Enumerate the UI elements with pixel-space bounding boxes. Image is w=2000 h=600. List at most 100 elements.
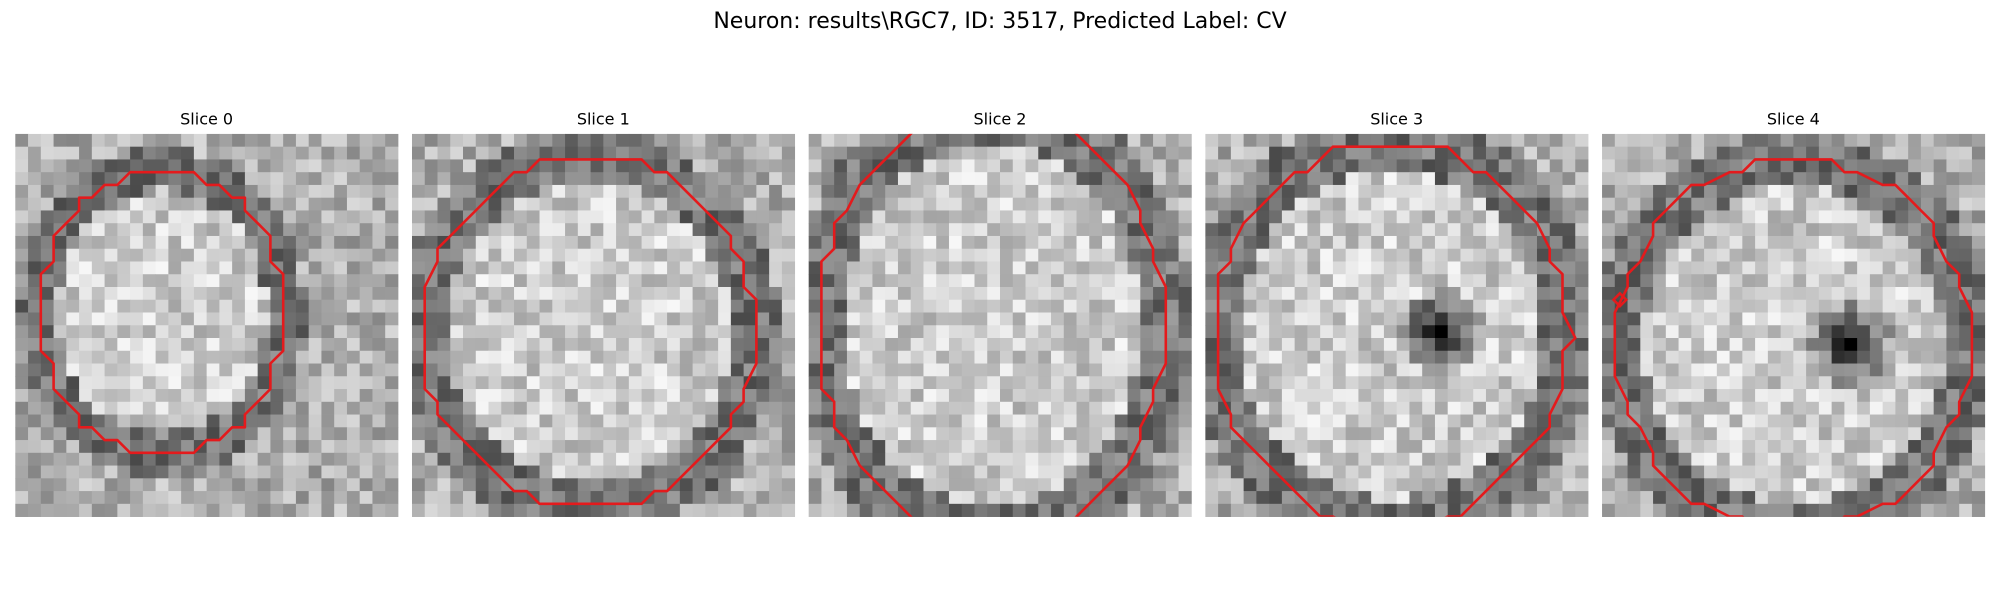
pixel (987, 452, 1001, 466)
pixel (1653, 299, 1667, 313)
pixel (1063, 172, 1077, 186)
pixel (514, 376, 528, 390)
pixel (987, 146, 1001, 160)
pixel (450, 350, 464, 364)
pixel (781, 350, 796, 364)
pixel (1409, 338, 1423, 352)
pixel (961, 197, 975, 211)
pixel (654, 223, 668, 237)
pixel (679, 172, 694, 186)
pixel (1575, 427, 1589, 441)
pixel (257, 261, 271, 275)
pixel (168, 440, 182, 454)
pixel (1114, 274, 1128, 288)
pixel (1742, 414, 1756, 428)
pixel (974, 197, 988, 211)
pixel (1025, 172, 1039, 186)
pixel (1831, 223, 1845, 237)
pixel (730, 133, 745, 148)
pixel (834, 338, 848, 352)
pixel (501, 325, 515, 339)
pixel (1614, 503, 1628, 517)
pixel (974, 478, 988, 492)
pixel (1307, 389, 1321, 403)
pixel (1218, 184, 1232, 199)
pixel (1691, 274, 1705, 288)
pixel (808, 184, 822, 199)
pixel (936, 376, 950, 390)
pixel (372, 491, 386, 505)
pixel (834, 363, 848, 377)
pixel (1908, 159, 1922, 173)
pixel (359, 427, 373, 441)
pixel (501, 197, 515, 211)
pixel (1281, 427, 1296, 441)
pixel (1358, 325, 1372, 339)
pixel (1460, 312, 1474, 326)
pixel (1409, 491, 1423, 505)
pixel (654, 274, 668, 288)
pixel (117, 363, 131, 377)
pixel (616, 210, 630, 224)
pixel (1678, 248, 1692, 262)
pixel (1691, 286, 1705, 301)
pixel (1920, 325, 1935, 339)
pixel (1012, 261, 1026, 275)
pixel (488, 376, 502, 390)
pixel (1691, 159, 1705, 173)
pixel (1691, 478, 1705, 492)
pixel (1716, 376, 1730, 390)
pixel (1447, 312, 1461, 326)
pixel (1422, 274, 1436, 288)
pixel (1602, 325, 1616, 339)
pixel (295, 172, 310, 186)
pixel (91, 325, 105, 339)
pixel (1831, 133, 1845, 148)
pixel (79, 465, 93, 479)
pixel (514, 133, 528, 148)
pixel (1089, 184, 1103, 199)
pixel (1882, 223, 1896, 237)
pixel (718, 274, 732, 288)
pixel (565, 338, 579, 352)
pixel (821, 338, 835, 352)
pixel (40, 338, 54, 352)
pixel (628, 235, 642, 250)
pixel (628, 312, 642, 326)
pixel (1114, 210, 1128, 224)
pixel (1857, 299, 1871, 313)
pixel (1460, 389, 1474, 403)
pixel (743, 235, 757, 250)
pixel (692, 159, 706, 173)
pixel (1691, 248, 1705, 262)
pixel (1025, 338, 1039, 352)
pixel (1857, 452, 1871, 466)
pixel (539, 465, 553, 479)
pixel (1536, 274, 1551, 288)
pixel (1767, 223, 1782, 237)
pixel (206, 363, 220, 377)
pixel (1549, 338, 1563, 352)
pixel (1153, 312, 1167, 326)
pixel (1844, 389, 1858, 403)
pixel (1511, 286, 1525, 301)
pixel (475, 491, 489, 505)
pixel (1602, 452, 1616, 466)
pixel (1767, 414, 1782, 428)
pixel (1806, 184, 1820, 199)
pixel (834, 440, 848, 454)
pixel (1549, 440, 1563, 454)
pixel (155, 286, 169, 301)
pixel (1806, 312, 1820, 326)
pixel (1946, 235, 1960, 250)
pixel (885, 172, 899, 186)
pixel (475, 465, 489, 479)
pixel (1767, 184, 1782, 199)
pixel (1102, 338, 1116, 352)
pixel (769, 184, 783, 199)
pixel (1716, 184, 1730, 199)
pixel (936, 503, 950, 517)
pixel (526, 503, 540, 517)
pixel (66, 338, 80, 352)
pixel (295, 146, 310, 160)
